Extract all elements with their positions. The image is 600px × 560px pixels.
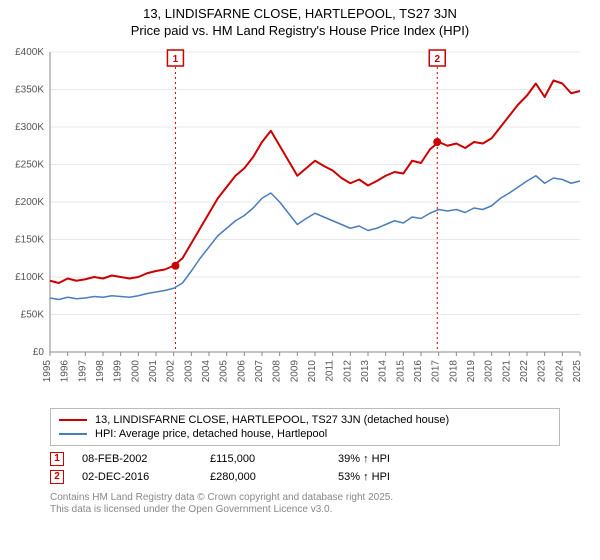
svg-text:2000: 2000 bbox=[130, 359, 141, 382]
marker-number: 2 bbox=[50, 470, 64, 484]
marker-price: £115,000 bbox=[210, 453, 320, 465]
svg-text:2015: 2015 bbox=[395, 359, 406, 382]
svg-text:£400K: £400K bbox=[15, 47, 44, 58]
svg-text:2003: 2003 bbox=[183, 359, 194, 382]
svg-text:2004: 2004 bbox=[201, 359, 212, 382]
marker-row: 1 08-FEB-2002 £115,000 39% ↑ HPI bbox=[50, 450, 560, 468]
svg-text:2014: 2014 bbox=[378, 359, 389, 382]
svg-text:1997: 1997 bbox=[77, 359, 88, 382]
svg-text:2018: 2018 bbox=[448, 359, 459, 382]
marker-delta: 39% ↑ HPI bbox=[338, 453, 448, 465]
svg-text:2009: 2009 bbox=[289, 359, 300, 382]
svg-text:£50K: £50K bbox=[21, 309, 45, 320]
svg-text:2021: 2021 bbox=[501, 359, 512, 382]
svg-text:2007: 2007 bbox=[254, 359, 265, 382]
svg-text:1999: 1999 bbox=[113, 359, 124, 382]
marker-table: 1 08-FEB-2002 £115,000 39% ↑ HPI 2 02-DEC-201… bbox=[50, 450, 560, 486]
svg-text:1995: 1995 bbox=[42, 359, 53, 382]
svg-text:£150K: £150K bbox=[15, 234, 44, 245]
svg-text:2013: 2013 bbox=[360, 359, 371, 382]
svg-text:£0: £0 bbox=[33, 347, 45, 358]
svg-text:£100K: £100K bbox=[15, 272, 44, 283]
footer-attribution: Contains HM Land Registry data © Crown c… bbox=[50, 492, 560, 517]
svg-text:2008: 2008 bbox=[272, 359, 283, 382]
svg-text:2025: 2025 bbox=[572, 359, 583, 382]
legend: 13, LINDISFARNE CLOSE, HARTLEPOOL, TS27 … bbox=[50, 408, 560, 446]
marker-date: 08-FEB-2002 bbox=[82, 453, 192, 465]
title-line-1: 13, LINDISFARNE CLOSE, HARTLEPOOL, TS27 … bbox=[10, 6, 590, 23]
svg-text:2017: 2017 bbox=[431, 359, 442, 382]
legend-swatch bbox=[59, 419, 87, 421]
svg-text:£250K: £250K bbox=[15, 159, 44, 170]
svg-text:1: 1 bbox=[173, 54, 179, 65]
svg-text:£200K: £200K bbox=[15, 197, 44, 208]
footer-line-2: This data is licensed under the Open Gov… bbox=[50, 504, 560, 517]
legend-label: 13, LINDISFARNE CLOSE, HARTLEPOOL, TS27 … bbox=[95, 414, 449, 426]
svg-text:1998: 1998 bbox=[95, 359, 106, 382]
marker-date: 02-DEC-2016 bbox=[82, 471, 192, 483]
chart-svg: £0 £50K £100K £150K £200K £250K £300K £350K £400… bbox=[0, 42, 600, 402]
title-line-2: Price paid vs. HM Land Registry's House … bbox=[10, 23, 590, 40]
svg-text:2: 2 bbox=[434, 54, 440, 65]
svg-text:2011: 2011 bbox=[325, 359, 336, 381]
legend-row: HPI: Average price, detached house, Hart… bbox=[59, 427, 551, 441]
legend-swatch bbox=[59, 433, 87, 435]
svg-text:2022: 2022 bbox=[519, 359, 530, 382]
svg-text:2012: 2012 bbox=[342, 359, 353, 382]
marker-delta: 53% ↑ HPI bbox=[338, 471, 448, 483]
svg-text:2020: 2020 bbox=[484, 359, 495, 382]
chart-title: 13, LINDISFARNE CLOSE, HARTLEPOOL, TS27 … bbox=[0, 0, 600, 42]
footer-line-1: Contains HM Land Registry data © Crown c… bbox=[50, 492, 560, 505]
svg-text:2005: 2005 bbox=[219, 359, 230, 382]
svg-text:2010: 2010 bbox=[307, 359, 318, 382]
svg-text:2001: 2001 bbox=[148, 359, 159, 382]
price-chart: £0 £50K £100K £150K £200K £250K £300K £350K £400… bbox=[0, 42, 600, 402]
svg-text:2016: 2016 bbox=[413, 359, 424, 382]
legend-label: HPI: Average price, detached house, Hart… bbox=[95, 428, 327, 440]
marker-number: 1 bbox=[50, 452, 64, 466]
svg-text:2024: 2024 bbox=[554, 359, 565, 382]
svg-text:2023: 2023 bbox=[537, 359, 548, 382]
svg-text:£300K: £300K bbox=[15, 122, 44, 133]
svg-text:2002: 2002 bbox=[166, 359, 177, 382]
marker-row: 2 02-DEC-2016 £280,000 53% ↑ HPI bbox=[50, 468, 560, 486]
svg-text:2006: 2006 bbox=[236, 359, 247, 382]
svg-text:£350K: £350K bbox=[15, 84, 44, 95]
svg-text:1996: 1996 bbox=[60, 359, 71, 382]
svg-text:2019: 2019 bbox=[466, 359, 477, 382]
legend-row: 13, LINDISFARNE CLOSE, HARTLEPOOL, TS27 … bbox=[59, 413, 551, 427]
marker-price: £280,000 bbox=[210, 471, 320, 483]
